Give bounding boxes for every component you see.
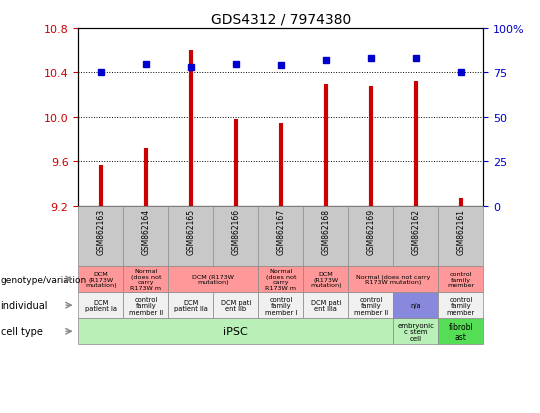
Text: iPSC: iPSC	[224, 326, 248, 337]
Text: GSM862161: GSM862161	[456, 208, 465, 254]
Title: GDS4312 / 7974380: GDS4312 / 7974380	[211, 12, 351, 26]
Text: DCM
(R173W
mutation): DCM (R173W mutation)	[85, 271, 117, 287]
Text: control
family
member: control family member	[447, 271, 475, 287]
Text: ■  transformed count: ■ transformed count	[81, 310, 187, 320]
Text: individual: individual	[1, 300, 48, 311]
Text: embryonic
c stem
cell: embryonic c stem cell	[397, 322, 434, 341]
Text: control
family
member: control family member	[447, 296, 475, 315]
Text: control
family
member I: control family member I	[265, 296, 297, 315]
Text: GSM862164: GSM862164	[141, 208, 150, 254]
Text: fibrobl
ast: fibrobl ast	[448, 322, 473, 341]
Text: DCM pati
ent IIb: DCM pati ent IIb	[221, 299, 251, 312]
Text: GSM862169: GSM862169	[366, 208, 375, 254]
Text: cell type: cell type	[1, 326, 43, 337]
Text: GSM862162: GSM862162	[411, 208, 420, 254]
Text: DCM
(R173W
mutation): DCM (R173W mutation)	[310, 271, 342, 287]
Text: GSM862168: GSM862168	[321, 208, 330, 254]
Text: DCM pati
ent IIIa: DCM pati ent IIIa	[310, 299, 341, 312]
Text: Normal
(does not
carry
R173W m: Normal (does not carry R173W m	[265, 269, 296, 290]
Text: control
family
member II: control family member II	[354, 296, 388, 315]
Text: control
family
member II: control family member II	[129, 296, 163, 315]
Text: genotype/variation: genotype/variation	[1, 275, 87, 284]
Text: n/a: n/a	[410, 302, 421, 309]
Text: ■  percentile rank within the sample: ■ percentile rank within the sample	[81, 323, 261, 332]
Text: Normal
(does not
carry
R173W m: Normal (does not carry R173W m	[130, 269, 161, 290]
Text: GSM862166: GSM862166	[231, 208, 240, 254]
Text: DCM
patient Ia: DCM patient Ia	[85, 299, 117, 312]
Text: DCM
patient IIa: DCM patient IIa	[174, 299, 208, 312]
Text: DCM (R173W
mutation): DCM (R173W mutation)	[192, 274, 234, 285]
Text: GSM862163: GSM862163	[96, 208, 105, 254]
Text: GSM862167: GSM862167	[276, 208, 285, 254]
Text: Normal (does not carry
R173W mutation): Normal (does not carry R173W mutation)	[356, 274, 430, 285]
Text: GSM862165: GSM862165	[186, 208, 195, 254]
